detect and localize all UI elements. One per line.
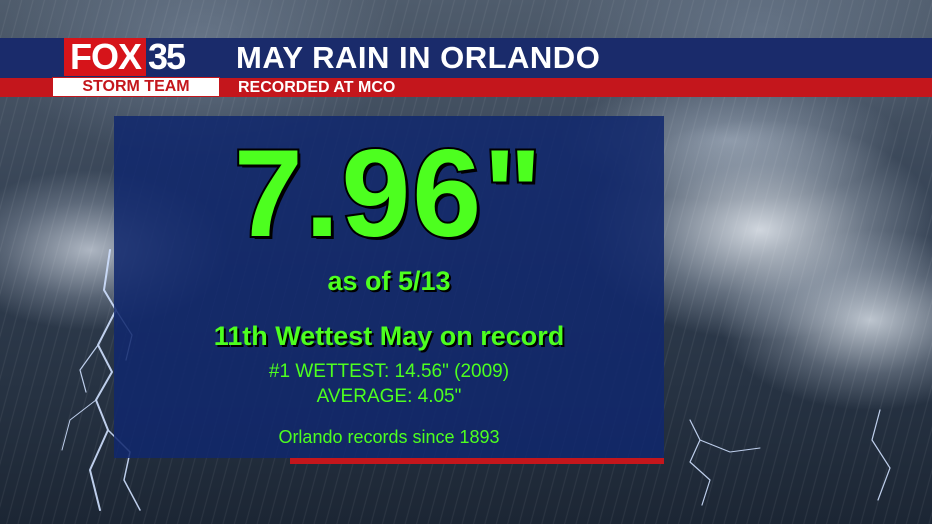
page-subtitle: RECORDED AT MCO [238,79,396,96]
fox35-logo: FOX 35 [64,36,186,77]
rain-stats-panel [114,116,664,458]
fox-logo-text: FOX [64,38,147,76]
page-title: MAY RAIN IN ORLANDO [236,40,601,75]
header-title-bar [0,38,932,78]
wettest-record: #1 WETTEST: 14.56" (2009) [268,361,510,382]
records-since: Orlando records since 1893 [278,427,500,447]
wettest-rank: 11th Wettest May on record [213,321,565,351]
storm-team-badge: STORM TEAM [52,77,220,97]
as-of-date: as of 5/13 [327,266,451,296]
rain-total-value: 7.96" [232,124,545,264]
average-rainfall: AVERAGE: 4.05" [316,386,462,407]
channel-number: 35 [148,36,186,77]
header-subtitle-bar [0,78,932,97]
panel-accent-line [290,458,664,464]
